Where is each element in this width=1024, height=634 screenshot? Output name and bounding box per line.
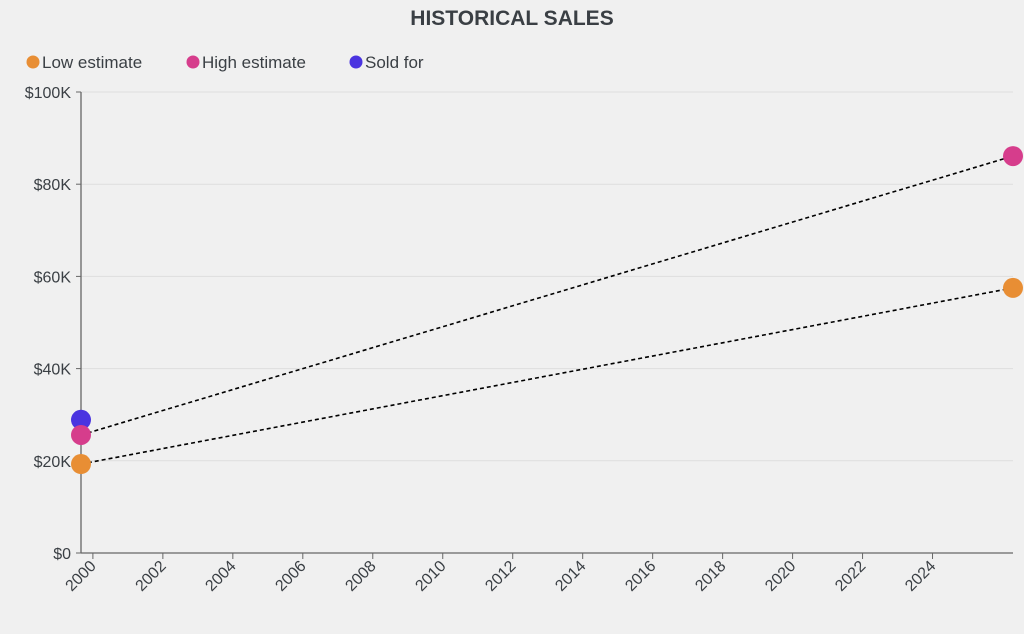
- x-tick-label: 2020: [762, 558, 799, 595]
- chart-title: HISTORICAL SALES: [410, 7, 613, 30]
- point-sold-for: [71, 409, 91, 430]
- point-low-estimate: [1003, 277, 1023, 298]
- legend-marker-1: [186, 55, 200, 69]
- x-tick-label: 2004: [202, 558, 239, 595]
- legend-marker-2: [349, 55, 363, 69]
- y-tick-label: $100K: [25, 85, 72, 102]
- x-tick-label: 2002: [133, 558, 170, 595]
- legend: Low estimate High estimate Sold for: [26, 53, 424, 72]
- y-tick-label: $60K: [34, 269, 72, 286]
- x-tick-label: 2014: [552, 558, 589, 595]
- x-tick-label: 2024: [902, 558, 939, 595]
- trend-line-high-estimate: [80, 155, 1014, 436]
- x-tick-label: 2018: [692, 558, 729, 595]
- y-tick-label: $40K: [34, 362, 72, 379]
- legend-label-0: Low estimate: [42, 53, 142, 72]
- x-tick-label: 2012: [482, 558, 519, 595]
- point-high-estimate: [71, 424, 91, 445]
- legend-label-2: Sold for: [365, 53, 424, 72]
- y-tick-label: $20K: [34, 454, 72, 471]
- trend-line-low-estimate: [80, 287, 1014, 465]
- x-tick-label: 2008: [342, 558, 379, 595]
- x-tick-label: 2010: [412, 558, 449, 595]
- legend-marker-0: [26, 55, 40, 69]
- point-low-estimate: [71, 454, 91, 475]
- grid: [81, 91, 1013, 462]
- data-points: [71, 146, 1023, 475]
- x-tick-label: 2000: [63, 558, 100, 595]
- legend-label-1: High estimate: [202, 53, 306, 72]
- x-tick-label: 2016: [622, 558, 659, 595]
- trend-lines: [80, 155, 1014, 465]
- point-high-estimate: [1003, 146, 1023, 167]
- y-tick-label: $0: [53, 546, 71, 563]
- x-tick-label: 2006: [272, 558, 309, 595]
- axes: $0 $20K $40K $60K $80K $100K 2000 2002 2004 2006 2…: [25, 85, 1013, 595]
- y-tick-label: $80K: [34, 177, 72, 194]
- x-tick-label: 2022: [832, 558, 869, 595]
